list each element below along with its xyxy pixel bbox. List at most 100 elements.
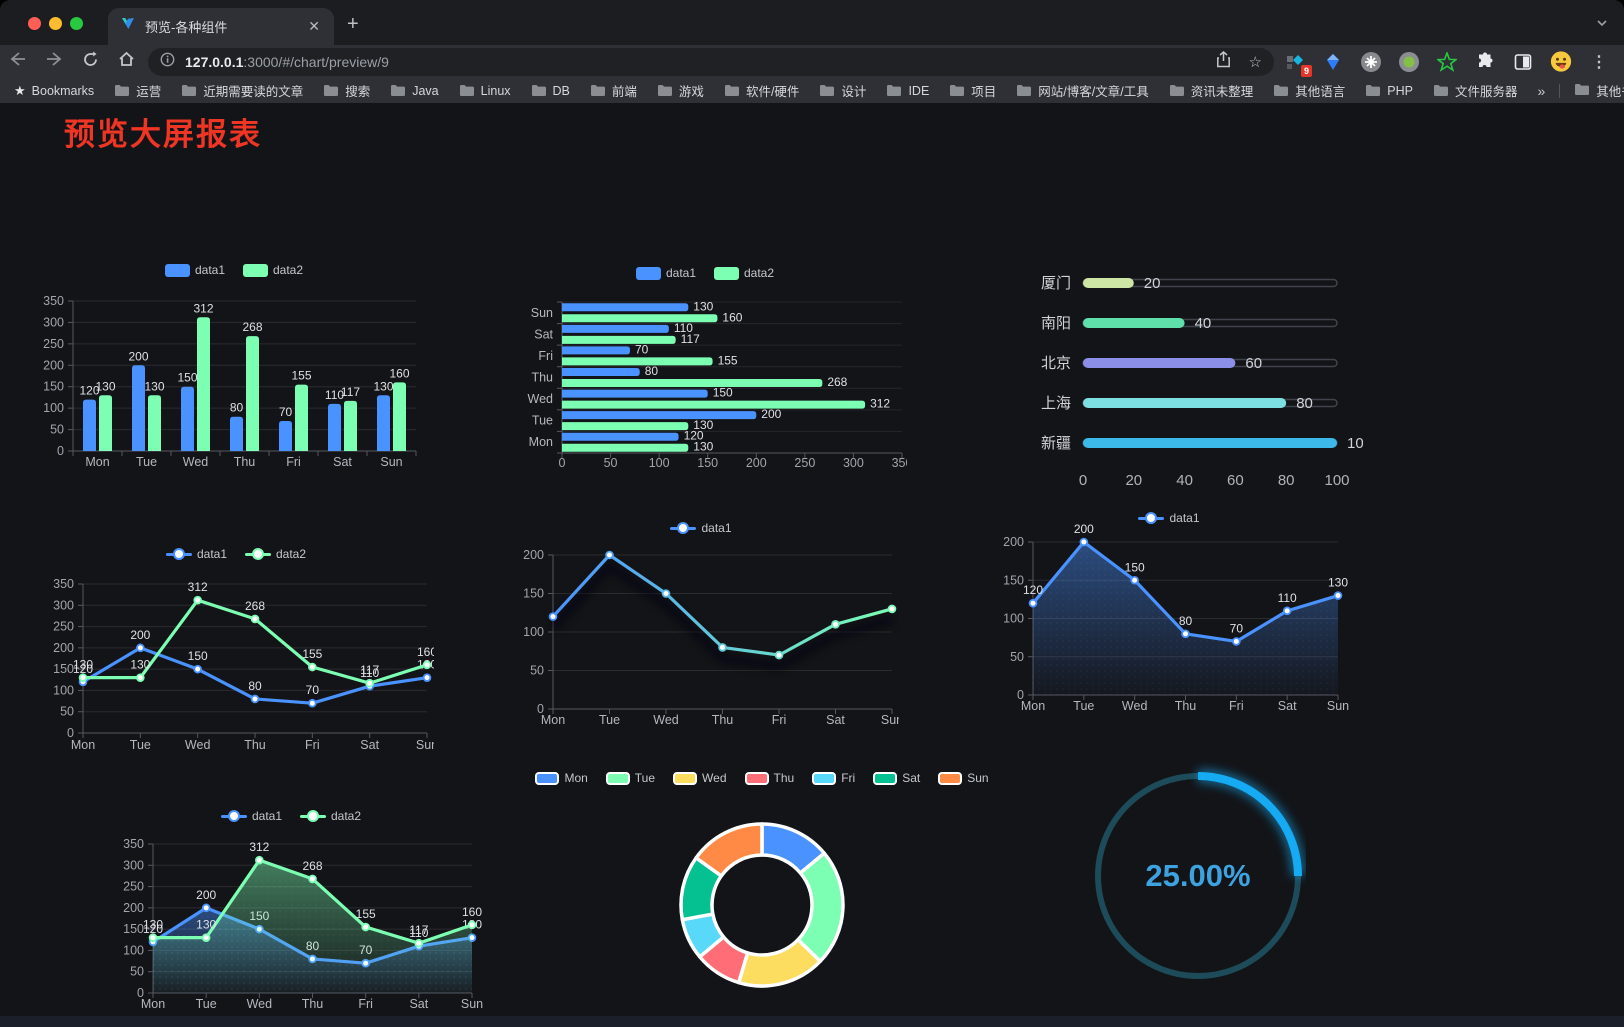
svg-text:268: 268: [302, 859, 322, 873]
tab-close-icon[interactable]: ✕: [308, 18, 320, 34]
svg-text:160: 160: [462, 905, 482, 919]
bookmark-folder[interactable]: 网站/博客/文章/工具: [1016, 81, 1149, 100]
svg-text:155: 155: [302, 647, 322, 661]
legend-swatch: [812, 771, 837, 785]
extension-grid-icon[interactable]: 9: [1284, 51, 1312, 77]
chart-city-progress-bars[interactable]: 厦门 20 南阳 40 北京 60 上海 80 新疆 100 0 20 40 60 80 100: [983, 253, 1363, 493]
chart-dual-line[interactable]: 0 50 100 150 200 250 300 350 Mon Tue Wed Thu Fri Sat S…: [38, 523, 434, 763]
forward-button[interactable]: [36, 51, 72, 72]
legend-item[interactable]: Sun: [938, 771, 989, 785]
svg-text:Wed: Wed: [528, 392, 554, 406]
extension-command-icon[interactable]: [1360, 51, 1382, 73]
extensions-puzzle-icon[interactable]: [1474, 51, 1496, 73]
chart-donut-pie[interactable]: Mon Tue Wed Thu Fri Sat Sun: [535, 733, 989, 995]
svg-text:Wed: Wed: [183, 455, 209, 469]
reload-button[interactable]: [72, 51, 108, 73]
legend-item[interactable]: data1: [165, 547, 227, 561]
profile-avatar[interactable]: [1550, 51, 1572, 73]
chart-dual-area-line[interactable]: 0 50 100 150 200 250 300 350 Mon Tue Wed Thu Fri Sat S…: [98, 771, 484, 1019]
chart-area-line[interactable]: 0 50 100 150 200 Mon Tue Wed Thu Fri Sat Sun 120 200 1…: [983, 489, 1355, 729]
legend-item[interactable]: data1: [635, 266, 696, 280]
share-icon[interactable]: [1216, 50, 1231, 73]
legend-item[interactable]: data1: [164, 263, 225, 277]
svg-text:Thu: Thu: [712, 713, 734, 727]
bookmark-folder[interactable]: 运营: [114, 81, 161, 100]
legend-item[interactable]: Wed: [673, 771, 727, 785]
bookmark-folder[interactable]: 设计: [819, 81, 866, 100]
legend-item[interactable]: Thu: [744, 771, 794, 785]
svg-text:130: 130: [130, 658, 150, 672]
browser-tab[interactable]: 预览-各种组件 ✕: [108, 8, 334, 45]
maximize-window-button[interactable]: [70, 17, 83, 30]
svg-text:20: 20: [1125, 472, 1142, 489]
svg-text:268: 268: [827, 375, 847, 389]
bookmark-folder[interactable]: 其他语言: [1273, 81, 1345, 100]
legend-item[interactable]: Fri: [812, 771, 855, 785]
bookmarks-overflow-chevron[interactable]: »: [1537, 82, 1546, 99]
bookmark-folder[interactable]: 软件/硬件: [724, 81, 799, 100]
legend-item[interactable]: data1: [220, 809, 282, 823]
bookmark-folder[interactable]: 前端: [590, 81, 637, 100]
back-button[interactable]: [0, 51, 36, 72]
svg-text:350: 350: [892, 456, 907, 470]
extension-green-star-icon[interactable]: [1436, 51, 1458, 73]
address-bar[interactable]: 127.0.0.1:3000/#/chart/preview/9 ☆: [148, 47, 1274, 76]
legend-item[interactable]: Tue: [605, 771, 655, 785]
svg-text:100: 100: [1324, 472, 1349, 489]
home-button[interactable]: [108, 51, 144, 72]
sidebar-toggle-icon[interactable]: [1512, 51, 1534, 73]
other-bookmarks-folder[interactable]: 其他书签: [1574, 81, 1624, 100]
chart-gradient-line[interactable]: 0 50 100 150 200 Mon Tue Wed Thu Fri Sat Sun data1: [503, 497, 899, 737]
legend-item[interactable]: data2: [245, 547, 306, 561]
svg-text:350: 350: [53, 577, 74, 591]
svg-text:80: 80: [1296, 395, 1313, 412]
legend-item[interactable]: Mon: [535, 771, 588, 785]
browser-menu-kebab-icon[interactable]: ⋮: [1591, 53, 1607, 71]
bookmark-folder[interactable]: 游戏: [657, 81, 704, 100]
legend-item[interactable]: data1: [1138, 511, 1200, 525]
bookmark-item-bookmarks[interactable]: ★ Bookmarks: [14, 82, 95, 98]
legend-item[interactable]: data1: [670, 521, 732, 535]
bookmark-folder[interactable]: 资讯未整理: [1169, 81, 1253, 100]
tab-search-chevron-icon[interactable]: [1596, 16, 1608, 30]
bookmark-folder[interactable]: Linux: [459, 81, 511, 100]
legend-swatch: [605, 771, 630, 785]
bookmark-folder[interactable]: 近期需要读的文章: [181, 81, 303, 100]
close-window-button[interactable]: [28, 17, 41, 30]
bookmark-folder[interactable]: 项目: [949, 81, 996, 100]
bookmark-folder[interactable]: PHP: [1365, 81, 1413, 100]
svg-text:130: 130: [693, 440, 713, 454]
url-text[interactable]: 127.0.0.1:3000/#/chart/preview/9: [185, 53, 389, 70]
bookmark-star-icon[interactable]: ☆: [1248, 53, 1262, 71]
legend-swatch: [714, 266, 739, 280]
extension-badge: 9: [1300, 64, 1312, 77]
svg-text:130: 130: [144, 379, 164, 393]
svg-text:312: 312: [249, 840, 269, 854]
bookmark-folder[interactable]: DB: [531, 81, 570, 100]
svg-text:100: 100: [523, 625, 544, 639]
legend-item[interactable]: data2: [300, 809, 361, 823]
svg-text:70: 70: [279, 405, 293, 419]
bookmark-folder[interactable]: 文件服务器: [1433, 81, 1517, 100]
chart-gauge-percentage[interactable]: 25.00%: [1090, 759, 1306, 993]
legend-item[interactable]: Sat: [873, 771, 920, 785]
chart-grouped-bar[interactable]: 0 50 100 150 200 250 300 350 Mon Tue Wed Thu Fri Sat S…: [28, 249, 440, 481]
svg-text:100: 100: [123, 943, 144, 957]
extension-green-dot-icon[interactable]: [1398, 51, 1420, 73]
svg-text:Mon: Mon: [71, 738, 95, 752]
bookmark-folder[interactable]: 搜索: [323, 81, 370, 100]
bookmark-folder[interactable]: Java: [390, 81, 439, 100]
legend-item[interactable]: data2: [714, 266, 774, 280]
extension-gem-icon[interactable]: [1322, 51, 1344, 73]
site-info-icon[interactable]: [160, 52, 175, 72]
new-tab-button[interactable]: +: [347, 13, 359, 35]
legend-swatch: [744, 771, 769, 785]
svg-text:130: 130: [143, 918, 163, 932]
legend-item[interactable]: data2: [243, 263, 303, 277]
svg-text:上海: 上海: [1041, 395, 1071, 412]
svg-text:130: 130: [73, 658, 93, 672]
minimize-window-button[interactable]: [49, 17, 62, 30]
bookmark-folder[interactable]: IDE: [886, 81, 929, 100]
svg-text:Thu: Thu: [1175, 699, 1197, 713]
